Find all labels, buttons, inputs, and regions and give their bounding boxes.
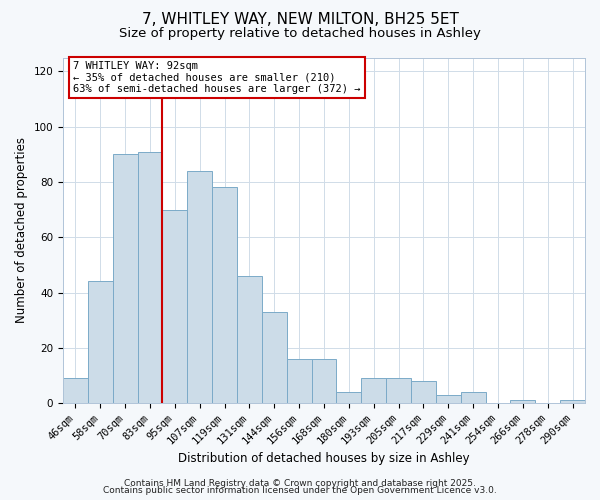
Bar	[212, 188, 237, 403]
Text: Contains HM Land Registry data © Crown copyright and database right 2025.: Contains HM Land Registry data © Crown c…	[124, 478, 476, 488]
Text: 7 WHITLEY WAY: 92sqm
← 35% of detached houses are smaller (210)
63% of semi-deta: 7 WHITLEY WAY: 92sqm ← 35% of detached h…	[73, 61, 361, 94]
Bar	[337, 392, 361, 403]
Bar	[237, 276, 262, 403]
Bar	[511, 400, 535, 403]
Bar	[361, 378, 386, 403]
Bar	[187, 171, 212, 403]
Bar	[113, 154, 137, 403]
Bar	[163, 210, 187, 403]
Text: Contains public sector information licensed under the Open Government Licence v3: Contains public sector information licen…	[103, 486, 497, 495]
Text: Size of property relative to detached houses in Ashley: Size of property relative to detached ho…	[119, 28, 481, 40]
Y-axis label: Number of detached properties: Number of detached properties	[15, 138, 28, 324]
Bar	[262, 312, 287, 403]
Bar	[88, 282, 113, 403]
Bar	[287, 359, 311, 403]
Text: 7, WHITLEY WAY, NEW MILTON, BH25 5ET: 7, WHITLEY WAY, NEW MILTON, BH25 5ET	[142, 12, 458, 28]
Bar	[63, 378, 88, 403]
Bar	[461, 392, 485, 403]
Bar	[386, 378, 411, 403]
Bar	[436, 395, 461, 403]
Bar	[411, 381, 436, 403]
X-axis label: Distribution of detached houses by size in Ashley: Distribution of detached houses by size …	[178, 452, 470, 465]
Bar	[137, 152, 163, 403]
Bar	[311, 359, 337, 403]
Bar	[560, 400, 585, 403]
